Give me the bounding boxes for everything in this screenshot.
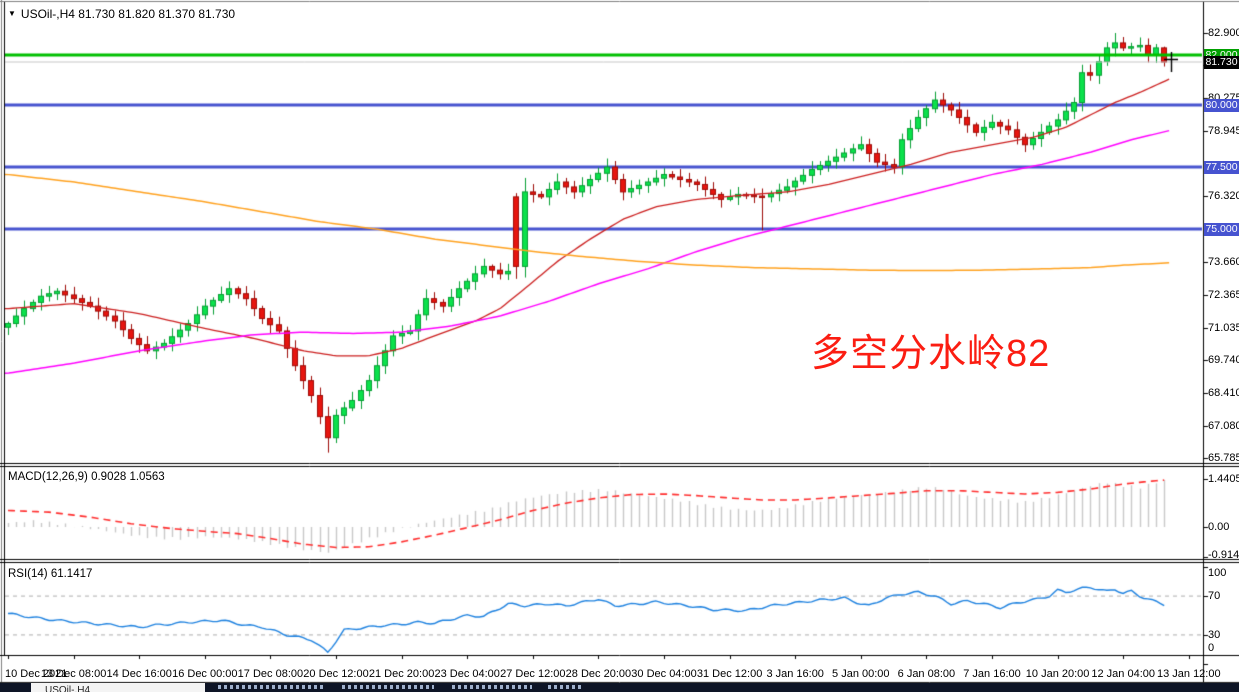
time-tick-label: 3 Jan 16:00 (766, 668, 824, 680)
chart-tab-bar[interactable]: USOil-,H4 (0, 683, 1239, 692)
rsi-tick-label: 0 (1208, 642, 1215, 654)
time-tick-label: 16 Dec 00:00 (172, 668, 238, 680)
time-tick-label: 28 Dec 20:00 (565, 668, 632, 680)
price-tick-label: 69.740 (1208, 353, 1239, 366)
symbol-dropdown-icon[interactable]: ▼ (8, 9, 16, 18)
chart-title-ohlc: USOil-,H4 81.730 81.820 81.370 81.730 (20, 7, 236, 21)
tab-bar-fragment (452, 685, 532, 689)
chart-header[interactable]: ▼ USOil-,H4 81.730 81.820 81.370 81.730 (8, 7, 235, 21)
price-tick-label: 82.900 (1208, 27, 1239, 39)
rsi-indicator-label: RSI(14) 61.1417 (8, 568, 93, 580)
tab-bar-fragment (342, 685, 434, 689)
time-tick-label: 30 Dec 04:00 (631, 668, 697, 680)
time-tick-label: 13 Dec 08:00 (40, 668, 107, 680)
macd-tick-label: 0.00 (1208, 521, 1230, 533)
time-tick-label: 10 Dec 2021 (5, 668, 68, 680)
price-tick-label: 76.320 (1208, 190, 1239, 203)
price-tick-label: 65.785 (1208, 451, 1239, 464)
time-tick-label: 12 Jan 04:00 (1091, 668, 1155, 680)
rsi-tick-label: 70 (1208, 590, 1221, 603)
time-tick-label: 7 Jan 16:00 (963, 668, 1021, 680)
price-tick-label: 67.080 (1208, 419, 1239, 432)
price-tick-label: 68.410 (1208, 386, 1239, 399)
time-tick-label: 14 Dec 16:00 (106, 668, 172, 680)
time-tick-label: 5 Jan 00:00 (832, 668, 890, 680)
time-tick-label: 21 Dec 20:00 (368, 668, 435, 680)
rsi-tick-label: 100 (1208, 567, 1227, 579)
price-tick-label: 72.365 (1208, 288, 1239, 301)
time-tick-label: 27 Dec 12:00 (500, 668, 566, 680)
chart-text-annotation: 多空分水岭82 (811, 333, 1051, 375)
price-badge-75.000: 75.000 (1204, 222, 1239, 236)
price-badge-80.000: 80.000 (1204, 98, 1239, 112)
time-tick-label: 31 Dec 12:00 (696, 668, 763, 680)
macd-tick-label: 1.4405 (1208, 473, 1239, 486)
time-tick-label: 23 Dec 04:00 (434, 668, 500, 680)
macd-tick-label: -0.9144 (1208, 549, 1239, 561)
price-badge-81.730: 81.730 (1204, 55, 1239, 69)
time-tick-label: 10 Jan 20:00 (1025, 668, 1090, 680)
price-tick-label: 71.035 (1208, 321, 1239, 334)
price-tick-label: 78.945 (1208, 125, 1239, 138)
price-badge-77.500: 77.500 (1204, 160, 1239, 174)
time-tick-label: 20 Dec 12:00 (303, 668, 369, 680)
tab-bar-fragment (548, 685, 582, 689)
tab-usoil[interactable]: USOil-,H4 (31, 683, 205, 692)
rsi-tick-label: 30 (1208, 628, 1221, 641)
tab-bar-fragment (218, 685, 326, 689)
time-tick-label: 17 Dec 08:00 (237, 668, 304, 680)
macd-indicator-label: MACD(12,26,9) 0.9028 1.0563 (8, 471, 165, 483)
time-tick-label: 6 Jan 08:00 (897, 668, 956, 680)
time-tick-label: 13 Jan 12:00 (1156, 668, 1221, 680)
tab-usoil-label: USOil-,H4 (45, 685, 91, 692)
price-tick-label: 73.660 (1208, 256, 1239, 269)
